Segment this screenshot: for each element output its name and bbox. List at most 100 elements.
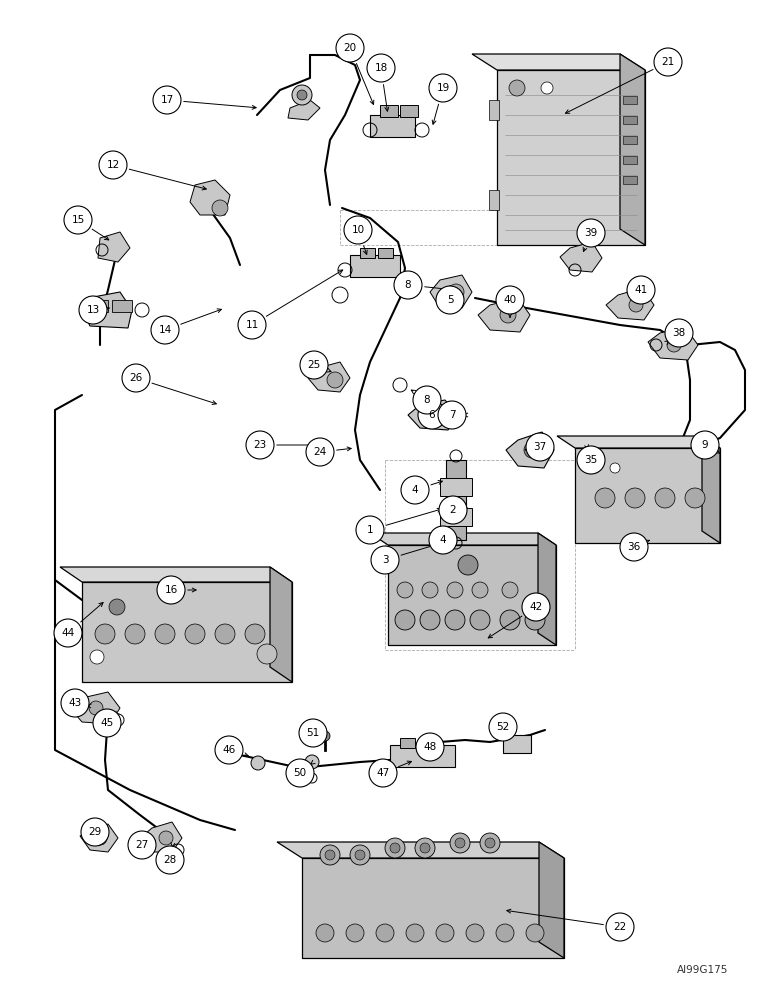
Text: AI99G175: AI99G175 [676, 965, 728, 975]
Bar [112, 300, 132, 312]
Circle shape [297, 90, 307, 100]
Polygon shape [80, 824, 118, 852]
Polygon shape [497, 70, 645, 245]
Text: 45: 45 [100, 718, 113, 728]
Text: 39: 39 [584, 228, 598, 238]
Polygon shape [575, 448, 720, 543]
Circle shape [155, 624, 175, 644]
Bar [446, 460, 466, 540]
Polygon shape [70, 692, 120, 724]
Circle shape [629, 298, 643, 312]
Text: 12: 12 [107, 160, 120, 170]
Circle shape [79, 296, 107, 324]
Bar [489, 100, 499, 120]
Circle shape [445, 610, 465, 630]
Text: 3: 3 [381, 555, 388, 565]
Circle shape [215, 624, 235, 644]
Text: 4: 4 [411, 485, 418, 495]
Polygon shape [140, 822, 182, 852]
Circle shape [99, 151, 127, 179]
Circle shape [655, 488, 675, 508]
Circle shape [356, 516, 384, 544]
Circle shape [625, 488, 645, 508]
Text: 21: 21 [662, 57, 675, 67]
Circle shape [401, 476, 429, 504]
Text: 25: 25 [307, 360, 320, 370]
Polygon shape [370, 533, 556, 545]
Circle shape [215, 736, 243, 764]
Polygon shape [308, 362, 350, 392]
Circle shape [122, 364, 150, 392]
Circle shape [327, 372, 343, 388]
Circle shape [151, 316, 179, 344]
Circle shape [81, 818, 109, 846]
Polygon shape [557, 436, 720, 448]
Text: 41: 41 [635, 285, 648, 295]
Circle shape [95, 624, 115, 644]
Circle shape [371, 546, 399, 574]
Text: 52: 52 [496, 722, 510, 732]
Text: 23: 23 [253, 440, 266, 450]
Text: 50: 50 [293, 768, 306, 778]
Circle shape [595, 488, 615, 508]
Circle shape [418, 401, 446, 429]
Circle shape [344, 216, 372, 244]
Text: 4: 4 [440, 535, 446, 545]
Circle shape [654, 48, 682, 76]
Circle shape [157, 576, 185, 604]
Circle shape [438, 401, 466, 429]
Polygon shape [277, 842, 564, 858]
Circle shape [452, 409, 464, 421]
Circle shape [159, 831, 173, 845]
Circle shape [610, 463, 620, 473]
Text: 44: 44 [62, 628, 75, 638]
Text: 48: 48 [423, 742, 437, 752]
Polygon shape [478, 298, 530, 332]
Circle shape [93, 831, 107, 845]
Circle shape [496, 924, 514, 942]
Circle shape [406, 924, 424, 942]
Bar [400, 105, 418, 117]
Circle shape [439, 496, 467, 524]
Circle shape [367, 54, 395, 82]
Polygon shape [288, 100, 320, 120]
Circle shape [413, 386, 441, 414]
Circle shape [185, 624, 205, 644]
Bar [489, 190, 499, 210]
Text: 46: 46 [222, 745, 235, 755]
Bar [623, 96, 637, 104]
Circle shape [292, 85, 312, 105]
Polygon shape [506, 432, 554, 468]
Polygon shape [648, 327, 698, 360]
Text: 26: 26 [130, 373, 143, 383]
Polygon shape [539, 842, 564, 958]
Bar [440, 508, 472, 526]
Circle shape [316, 924, 334, 942]
Circle shape [64, 206, 92, 234]
Circle shape [429, 526, 457, 554]
Polygon shape [302, 858, 564, 958]
Text: 42: 42 [530, 602, 543, 612]
Circle shape [502, 582, 518, 598]
Text: 8: 8 [405, 280, 411, 290]
Circle shape [522, 593, 550, 621]
Circle shape [128, 831, 156, 859]
Text: 29: 29 [88, 827, 102, 837]
Circle shape [350, 845, 370, 865]
Circle shape [541, 82, 553, 94]
Circle shape [346, 924, 364, 942]
Circle shape [212, 200, 228, 216]
Text: 17: 17 [161, 95, 174, 105]
Circle shape [320, 845, 340, 865]
Polygon shape [408, 400, 458, 430]
Circle shape [436, 924, 454, 942]
Circle shape [470, 610, 490, 630]
Circle shape [394, 271, 422, 299]
Circle shape [685, 488, 705, 508]
Circle shape [480, 833, 500, 853]
Circle shape [667, 338, 681, 352]
Circle shape [395, 610, 415, 630]
Circle shape [61, 689, 89, 717]
Circle shape [325, 850, 335, 860]
Circle shape [420, 610, 440, 630]
